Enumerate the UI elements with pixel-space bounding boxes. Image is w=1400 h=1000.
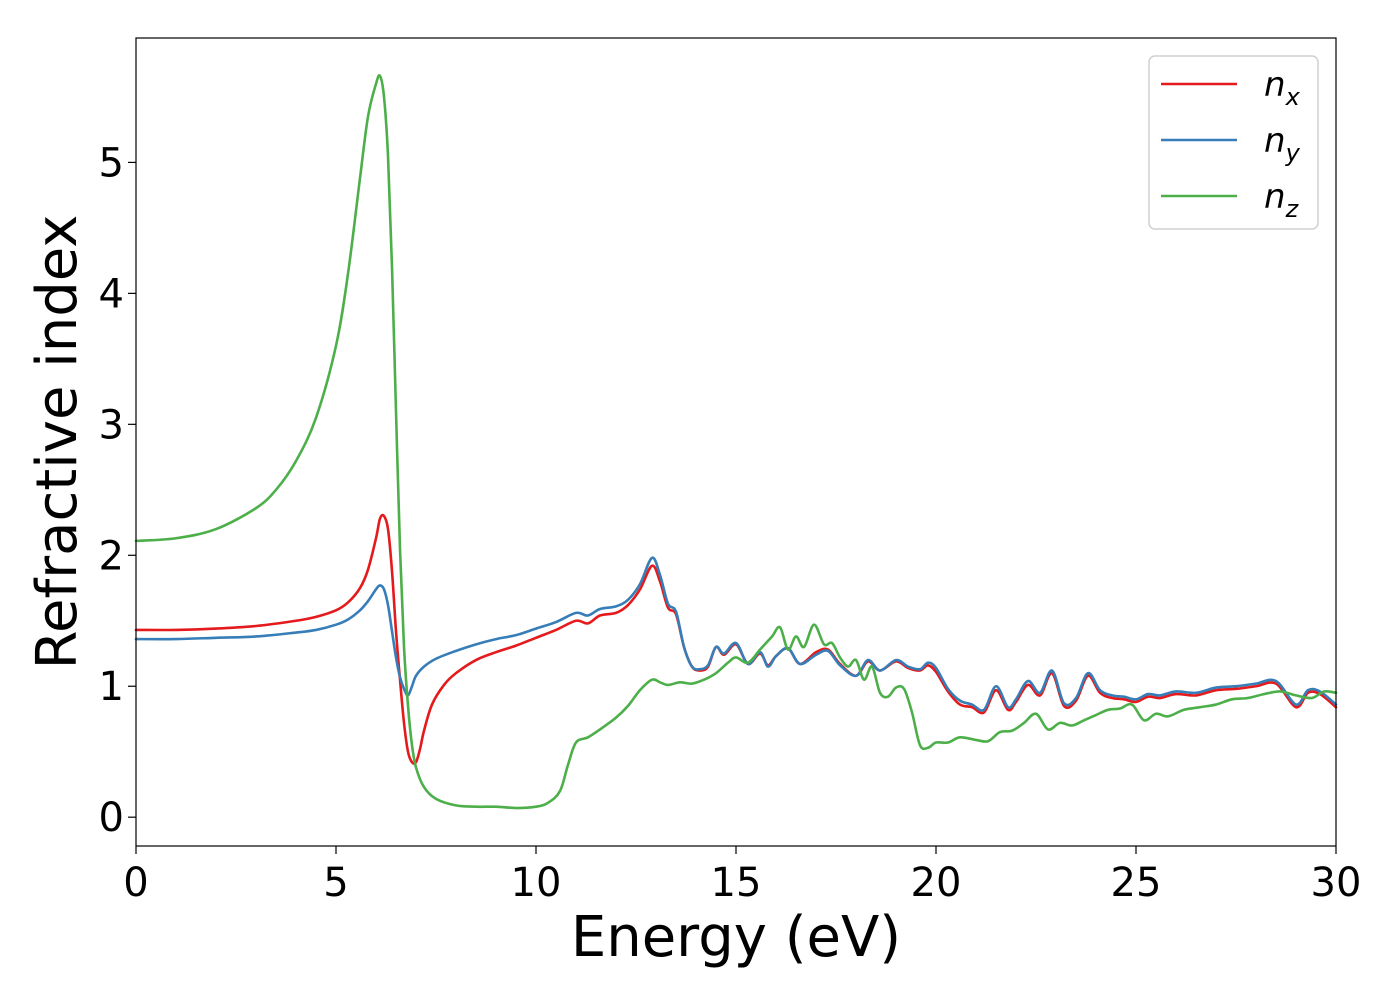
y-axis-title: Refractive index [25, 215, 90, 670]
x-tick-label: 30 [1311, 860, 1362, 906]
x-tick-label: 15 [711, 860, 762, 906]
x-tick-label: 10 [511, 860, 562, 906]
legend-box [1148, 55, 1319, 230]
x-axis-title: Energy (eV) [571, 905, 901, 970]
x-tick-label: 20 [911, 860, 962, 906]
y-tick-label: 3 [99, 402, 124, 448]
y-tick-label: 4 [99, 271, 124, 317]
y-tick-label: 5 [99, 140, 124, 186]
x-tick-label: 5 [323, 860, 348, 906]
x-axis-ticks: 0 5 10 15 20 25 30 [123, 846, 1361, 906]
y-tick-label: 0 [99, 795, 124, 841]
x-tick-label: 25 [1111, 860, 1162, 906]
series-line-ny [134, 556, 1338, 712]
series-layer [134, 74, 1338, 810]
y-tick-label: 2 [99, 533, 124, 579]
y-tick-label: 1 [99, 664, 124, 710]
y-axis-ticks: 0 1 2 3 4 5 [99, 140, 136, 841]
series-line-nz [134, 74, 1338, 810]
x-tick-label: 0 [123, 860, 148, 906]
